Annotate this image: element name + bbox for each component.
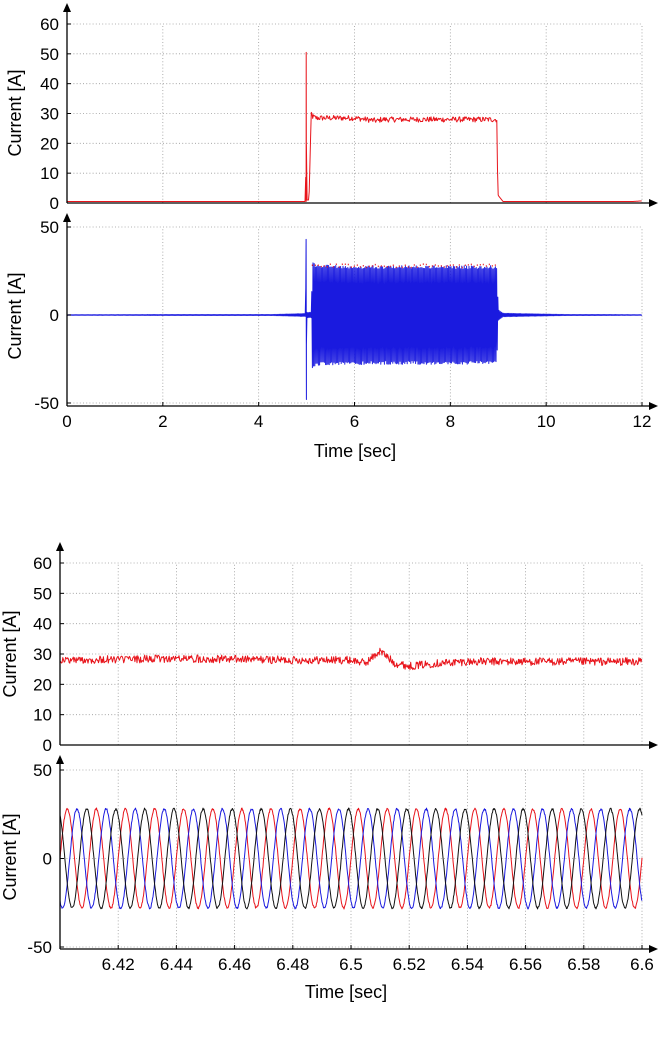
y-tick-label: 10	[40, 164, 59, 183]
y-tick-label: 30	[40, 105, 59, 124]
y-tick-label: 50	[33, 584, 52, 603]
x-axis-label-top-lower: Time [sec]	[314, 441, 396, 461]
series-line-black	[60, 807, 643, 910]
axes-bottom-upper	[56, 542, 658, 749]
grid-top-lower	[67, 226, 643, 404]
y-axis-arrow-top-upper	[63, 3, 71, 12]
y-tick-label: 50	[33, 761, 52, 780]
y-axis-label-bottom-lower: Current [A]	[0, 813, 20, 900]
yticks-top-upper: 0 10 20 30 40 50 60	[40, 15, 71, 213]
x-tick-label: 6.6	[630, 955, 654, 974]
series-group-bottom-lower	[60, 807, 643, 910]
grid-bottom-upper	[60, 562, 643, 745]
y-axis-label-top-upper: Current [A]	[5, 69, 25, 156]
y-tick-label: 40	[33, 615, 52, 634]
series-group-top-lower	[66, 238, 643, 400]
y-axis-label-bottom-upper: Current [A]	[0, 610, 20, 697]
series-line-red	[67, 51, 642, 203]
x-tick-label: 0	[62, 412, 71, 431]
x-tick-label: 12	[633, 412, 652, 431]
yticks-top-lower: -50 0 50	[34, 218, 71, 413]
y-tick-label: 60	[40, 15, 59, 34]
series-line-red	[60, 807, 643, 910]
y-tick-label: 50	[40, 218, 59, 237]
x-tick-label: 6.52	[393, 955, 426, 974]
series-line-blue	[60, 807, 643, 910]
y-tick-label: -50	[34, 394, 59, 413]
y-tick-label: 10	[33, 706, 52, 725]
y-tick-label: 60	[33, 554, 52, 573]
y-axis-arrow-bottom-lower	[56, 755, 64, 764]
yticks-bottom-upper: 0 10 20 30 40 50 60	[33, 554, 64, 755]
x-tick-label: 6.46	[218, 955, 251, 974]
y-tick-label: 0	[43, 850, 52, 869]
y-tick-label: 40	[40, 75, 59, 94]
x-tick-label: 10	[537, 412, 556, 431]
axes-bottom-lower	[56, 755, 658, 953]
y-tick-label: -50	[27, 938, 52, 957]
y-axis-label-top-lower: Current [A]	[5, 272, 25, 359]
y-tick-label: 0	[43, 736, 52, 755]
grid-top-upper	[67, 23, 643, 203]
series-line-blue	[66, 238, 643, 400]
x-axis-arrow-top-lower	[649, 402, 658, 410]
y-axis-arrow-bottom-upper	[56, 542, 64, 551]
series-group-bottom-upper	[60, 647, 643, 671]
axes-top-upper	[63, 3, 658, 207]
xticks-top-lower: 0 2 4 6 8 10 12	[62, 402, 651, 431]
y-tick-label: 0	[50, 306, 59, 325]
y-tick-label: 20	[33, 675, 52, 694]
series-tips-red	[311, 263, 496, 269]
x-tick-label: 4	[254, 412, 263, 431]
xticks-bottom-lower: 6.42 6.44 6.46 6.48 6.5 6.52 6.54 6.56 6.58 6.6	[102, 945, 654, 974]
y-axis-arrow-top-lower	[63, 213, 71, 222]
x-tick-label: 6.58	[567, 955, 600, 974]
x-axis-label-bottom-lower: Time [sec]	[305, 982, 387, 1002]
x-tick-label: 8	[446, 412, 455, 431]
series-line-red	[60, 647, 643, 671]
y-tick-label: 20	[40, 134, 59, 153]
axes-top-lower	[63, 213, 658, 410]
y-tick-label: 0	[50, 194, 59, 213]
x-tick-label: 2	[158, 412, 167, 431]
series-group-top-upper	[67, 51, 642, 203]
x-tick-label: 6.54	[451, 955, 484, 974]
y-tick-label: 50	[40, 45, 59, 64]
x-tick-label: 6.56	[509, 955, 542, 974]
x-axis-arrow-top-upper	[649, 199, 658, 207]
x-tick-label: 6.5	[339, 955, 363, 974]
x-tick-label: 6.44	[160, 955, 193, 974]
x-axis-arrow-bottom-upper	[649, 741, 658, 749]
chart-top-upper: 0 10 20 30 40 50 60 Current [A]	[5, 3, 658, 213]
chart-bottom-upper: 0 10 20 30 40 50 60 Current [A]	[0, 542, 658, 755]
x-axis-arrow-bottom-lower	[649, 945, 658, 953]
y-tick-label: 30	[33, 645, 52, 664]
x-tick-label: 6.42	[102, 955, 135, 974]
yticks-bottom-lower: -50 0 50	[27, 761, 64, 957]
x-tick-label: 6.48	[276, 955, 309, 974]
x-tick-label: 6	[350, 412, 359, 431]
